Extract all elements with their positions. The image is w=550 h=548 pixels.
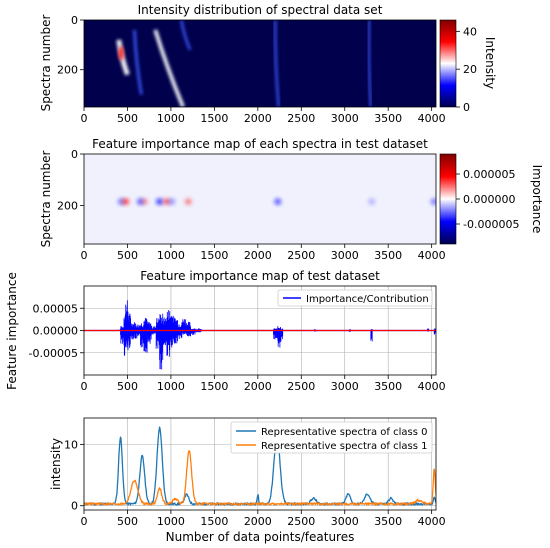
heatmap-band [153,29,185,107]
panel-representative-spectra: intensity Number of data points/features… [49,417,446,544]
x-tick-label: 1500 [200,112,228,125]
heatmap-band [133,29,143,95]
panel3-title: Feature importance map of test dataset [140,269,380,283]
y-tick-label: 0.00000 [33,325,79,338]
heatmap-band [367,20,372,107]
panel3-legend-label: Importance/Contribution [306,294,429,305]
panel4-legend-label-class1: Representative spectra of class 1 [261,441,427,452]
x-tick-label: 4000 [418,515,446,528]
panel1-plot-background [84,20,436,107]
importance-spot [431,198,436,205]
x-tick-label: 0 [81,249,88,262]
panel1-colorbar-label: Intensity [483,37,497,89]
x-tick-label: 2500 [287,249,315,262]
importance-spot [168,198,175,205]
x-tick-label: 4000 [418,112,446,125]
x-tick-label: 1000 [157,515,185,528]
x-tick-label: 500 [117,249,138,262]
colorbar-tick-label: 40 [463,25,477,38]
x-tick-label: 2500 [287,515,315,528]
colorbar-tick-label: 0.000000 [463,193,516,206]
x-tick-label: 0 [81,515,88,528]
x-tick-label: 3500 [374,112,402,125]
x-tick-label: 4000 [418,380,446,393]
x-tick-label: 0 [81,112,88,125]
y-tick-label: 0 [71,500,78,513]
x-tick-label: 1000 [157,249,185,262]
x-tick-label: 3000 [331,380,359,393]
panel1-ylabel: Spectra number [39,15,53,112]
y-tick-label: 0.00005 [33,302,79,315]
importance-spot [141,198,149,205]
panel4-xlabel: Number of data points/features [166,530,355,544]
panel-importance-heatmap: Feature importance map of each spectra i… [39,137,544,262]
x-tick-label: 2000 [244,249,272,262]
x-tick-label: 3500 [374,249,402,262]
x-tick-label: 3500 [374,515,402,528]
panel2-spots [118,198,436,205]
x-tick-label: 500 [117,515,138,528]
panel-intensity-heatmap: Intensity distribution of spectral data … [39,3,497,125]
colorbar-tick-label: 20 [463,63,477,76]
x-tick-label: 1500 [200,515,228,528]
series-class1-line [84,450,436,506]
importance-spot [163,198,170,205]
panel3-ylabel: Feature importance [5,272,19,390]
y-tick-label: -0.00005 [29,347,78,360]
panel2-colorbar [439,153,457,245]
x-tick-label: 500 [117,112,138,125]
y-tick-label: 0 [71,14,78,27]
importance-spot [368,198,375,205]
x-tick-label: 2000 [244,112,272,125]
panel2-ylabel: Spectra number [39,151,53,248]
heatmap-band [180,20,192,51]
x-tick-label: 2000 [244,515,272,528]
importance-spot [122,198,129,205]
x-tick-label: 500 [117,380,138,393]
importance-spot [185,198,192,205]
x-tick-label: 1000 [157,380,185,393]
x-tick-label: 1000 [157,112,185,125]
panel2-colorbar-label: Importance [530,165,544,234]
panel4-legend-label-class0: Representative spectra of class 0 [261,427,427,438]
panel3-legend: Importance/Contribution [277,289,433,307]
colorbar-tick-label: 0.000005 [463,168,516,181]
x-tick-label: 2000 [244,380,272,393]
x-tick-label: 4000 [418,249,446,262]
importance-spot [274,198,282,205]
colorbar-tick-label: 0 [463,101,470,114]
x-tick-label: 3500 [374,380,402,393]
x-tick-label: 3000 [331,112,359,125]
panel2-texture [84,154,436,244]
panel4-ylabel: intensity [49,438,63,490]
importance-spot [156,198,163,205]
colorbar-tick-label: -0.000005 [463,218,519,231]
panel2-title: Feature importance map of each spectra i… [92,137,428,151]
heatmap-band [274,20,280,107]
panel4-legend: Representative spectra of class 0 Repres… [230,421,433,454]
panel-importance-line: Feature importance map of test dataset F… [5,269,446,393]
x-tick-label: 1500 [200,249,228,262]
x-tick-label: 0 [81,380,88,393]
y-tick-label: 200 [57,199,78,212]
x-tick-label: 2500 [287,112,315,125]
y-tick-label: 200 [57,64,78,77]
heatmap-hotspot [118,46,124,61]
y-tick-label: 0 [71,148,78,161]
x-tick-label: 1500 [200,380,228,393]
x-tick-label: 3000 [331,249,359,262]
panel1-colorbar [439,19,457,108]
y-tick-label: 10 [64,438,78,451]
panel1-title: Intensity distribution of spectral data … [138,3,383,17]
panel1-bright-bands [116,20,372,107]
x-tick-label: 2500 [287,380,315,393]
x-tick-label: 3000 [331,515,359,528]
